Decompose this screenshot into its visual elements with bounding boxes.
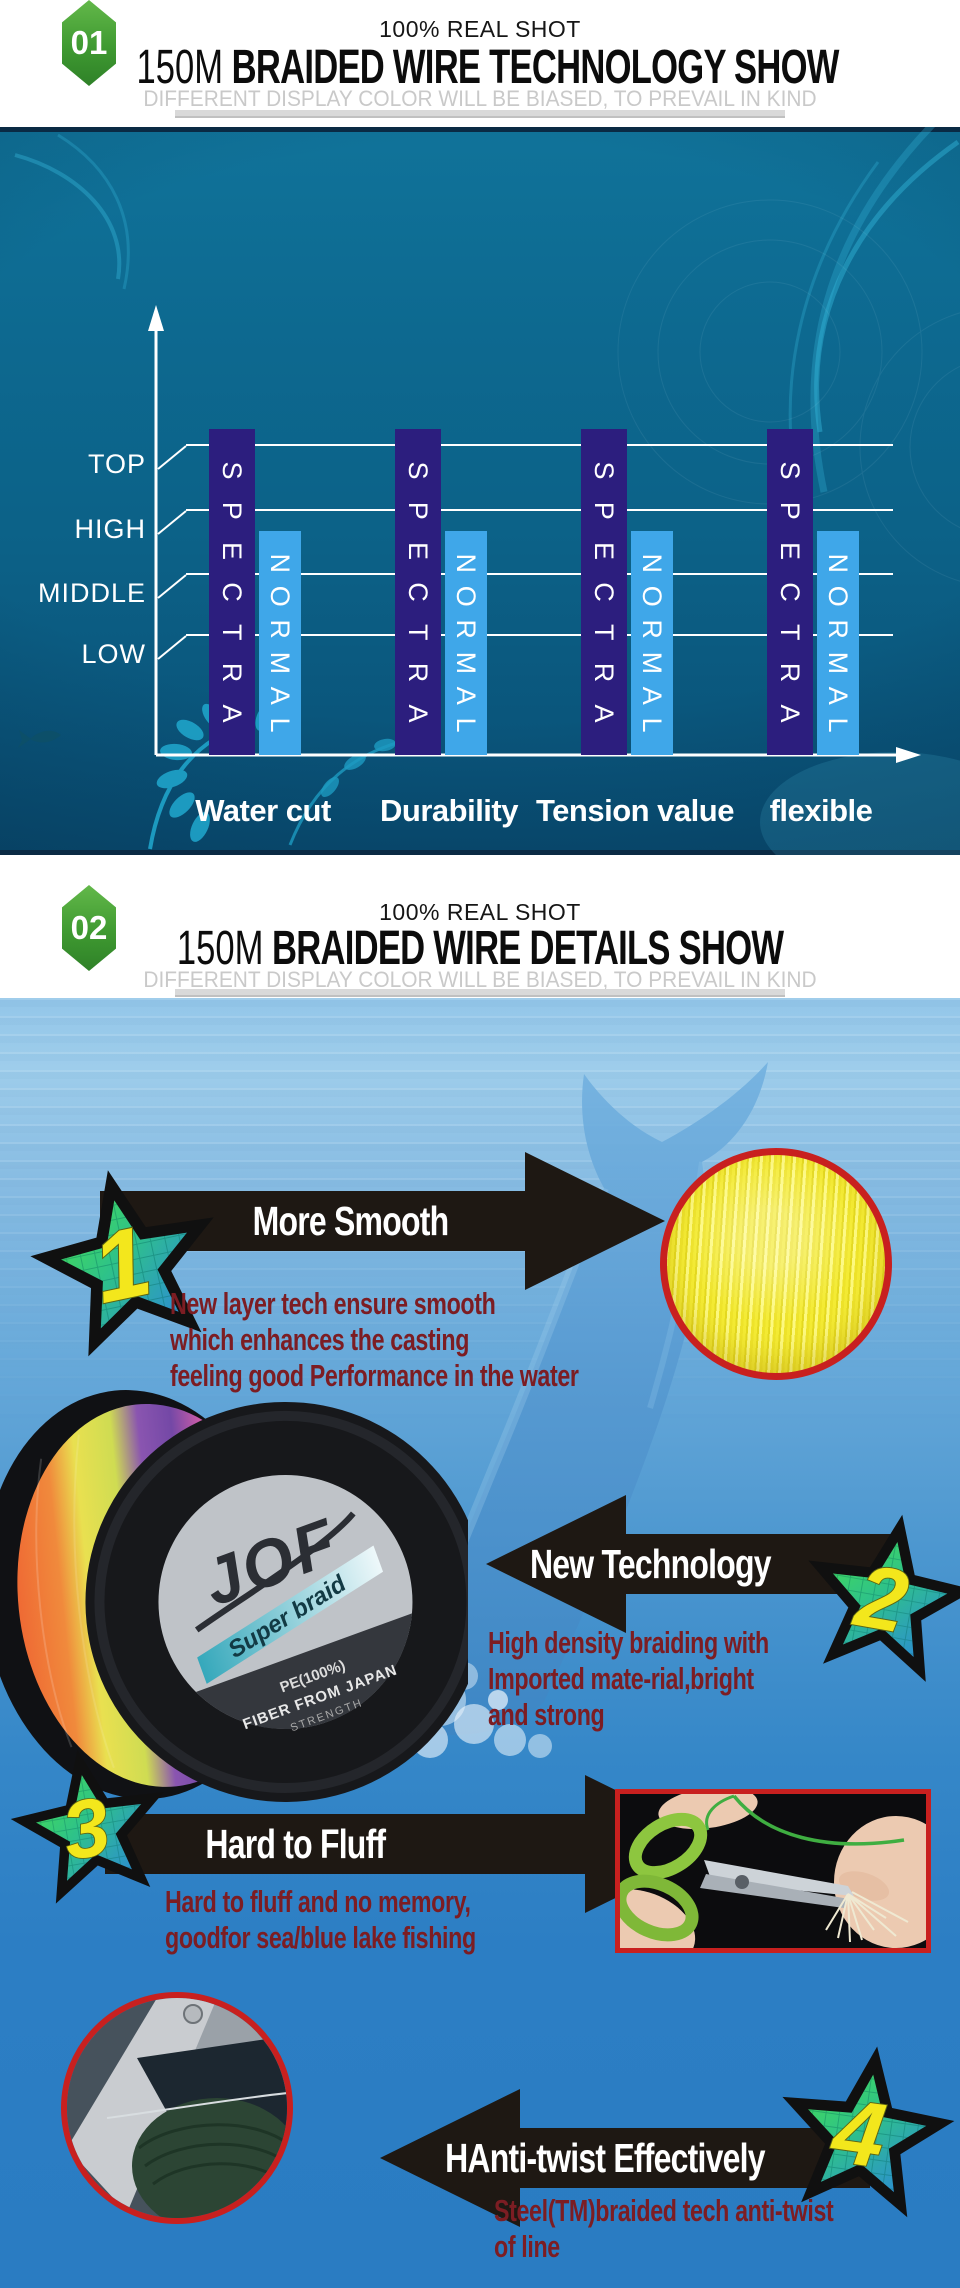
y-tick-label: HIGH <box>75 514 147 544</box>
bar-series-label: SPECTRA <box>403 462 433 723</box>
divider-bar <box>175 989 785 997</box>
y-tick-label: MIDDLE <box>38 578 146 608</box>
bar-series-label: SPECTRA <box>217 462 247 723</box>
disclaimer-text: DIFFERENT DISPLAY COLOR WILL BE BIASED, … <box>143 967 817 992</box>
bar-spectra-0 <box>209 429 255 755</box>
bar-normal-1 <box>445 531 487 755</box>
bar-spectra-1 <box>395 429 441 755</box>
bar-spectra-3 <box>767 429 813 755</box>
kicker-text: 100% REAL SHOT <box>379 16 581 42</box>
yellow-line-closeup-photo <box>660 1148 892 1380</box>
feature-title-3: Hard to Fluff <box>205 1820 386 1867</box>
section-header-details: 02 100% REAL SHOT 150M BRAIDED WIRE DETAI… <box>0 855 960 998</box>
feature-title-2: New Technology <box>529 1540 772 1587</box>
feature-title-1: More Smooth <box>252 1197 449 1244</box>
feature-number-star-4: 4 <box>768 2034 960 2222</box>
y-tick-label: TOP <box>88 449 146 479</box>
feature-desc-3: Hard to fluff and no memory, goodfor sea… <box>165 1884 476 1955</box>
reel-antitwist-photo <box>61 1992 293 2224</box>
feature-arrow-right <box>100 1152 665 1290</box>
section-edge <box>0 850 960 855</box>
title-main: BRAIDED WIRE TECHNOLOGY SHOW <box>231 41 840 94</box>
feature-arrow-left <box>380 2089 870 2227</box>
section-header-technology: 01 100% REAL SHOT 150M BRAIDED WIRE TECHN… <box>0 0 960 127</box>
bar-normal-2 <box>631 531 673 755</box>
feature-desc-1: New layer tech ensure smooth which enhan… <box>170 1286 579 1393</box>
bar-series-label: SPECTRA <box>775 462 805 723</box>
divider-bar <box>175 110 785 118</box>
feature-number-star-2: 2 <box>791 1500 960 1688</box>
bar-series-label: SPECTRA <box>589 462 619 723</box>
feature-arrow-right <box>105 1775 725 1913</box>
x-category-label: flexible <box>770 793 873 828</box>
x-category-label: Tension value <box>536 793 734 828</box>
bar-spectra-2 <box>581 429 627 755</box>
feature-arrow-left <box>486 1495 906 1633</box>
y-tick-label: LOW <box>81 639 146 669</box>
disclaimer-text: DIFFERENT DISPLAY COLOR WILL BE BIASED, … <box>143 86 817 111</box>
scissors-cut-photo <box>588 1787 958 1967</box>
bar-normal-3 <box>817 531 859 755</box>
feature-desc-4: Steel(TM)braided tech anti-twist of line <box>494 2193 834 2264</box>
x-category-label: Durability <box>380 793 519 828</box>
comparison-bar-chart: TOP HIGH MIDDLE LOW SPECTRA SPECTRA SPECTRA SPE… <box>38 305 921 828</box>
title-prefix: 150M <box>136 41 223 94</box>
section-title: 150M BRAIDED WIRE TECHNOLOGY SHOW <box>0 40 960 95</box>
section-title: 150M BRAIDED WIRE DETAILS SHOW <box>0 921 960 976</box>
feature-number-star-3: 3 <box>0 1736 180 1909</box>
title-main: BRAIDED WIRE DETAILS SHOW <box>271 922 784 975</box>
feature-desc-2: High density braiding with Imported mate… <box>488 1625 769 1732</box>
kicker-text: 100% REAL SHOT <box>379 899 581 925</box>
feature-number-star-1: 1 <box>16 1150 237 1364</box>
x-category-label: Water cut <box>195 793 331 828</box>
line-spool-photo: JOF Super braid PE(100%) FIBER FROM JAPA… <box>0 1390 468 1802</box>
section-edge <box>0 127 960 132</box>
feature-title-4: HAnti-twist Effectively <box>445 2134 765 2181</box>
fish-silhouette <box>18 730 61 748</box>
bar-normal-0 <box>259 531 301 755</box>
title-prefix: 150M <box>176 922 264 975</box>
